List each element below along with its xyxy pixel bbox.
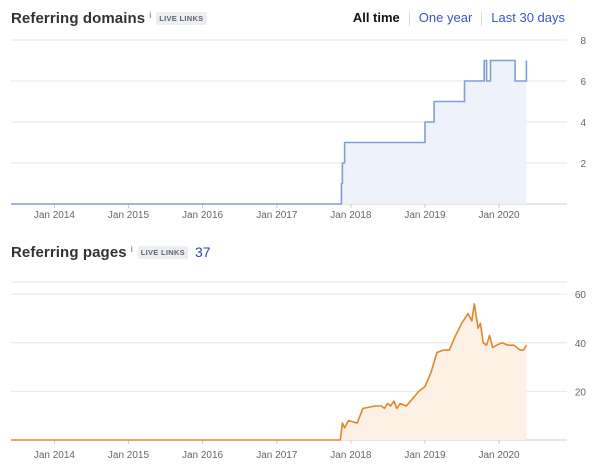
x-tick-label: Jan 2015 xyxy=(108,210,150,221)
series-area xyxy=(11,303,527,440)
x-tick-label: Jan 2017 xyxy=(256,450,298,461)
x-tick-label: Jan 2020 xyxy=(478,450,520,461)
x-tick-label: Jan 2016 xyxy=(182,450,224,461)
referring-pages-chart: 20 40 60 Jan 2014 Jan 2015 Jan 2016 Jan 2017 Ja… xyxy=(11,281,587,461)
x-tick-label: Jan 2018 xyxy=(330,210,372,221)
y-tick-label: 4 xyxy=(580,118,586,129)
live-links-badge: LIVE LINKS xyxy=(156,12,207,25)
info-icon[interactable]: i xyxy=(130,244,133,254)
x-tick-label: Jan 2019 xyxy=(404,210,446,221)
range-last-30-days[interactable]: Last 30 days xyxy=(491,10,565,25)
referring-pages-header: Referring pages i LIVE LINKS 37 xyxy=(11,244,211,261)
range-divider xyxy=(408,12,410,26)
live-links-count[interactable]: 37 xyxy=(194,244,211,260)
x-tick-label: Jan 2015 xyxy=(108,450,150,461)
x-tick-label: Jan 2018 xyxy=(330,450,372,461)
info-icon[interactable]: i xyxy=(149,10,152,20)
chart-title: Referring domains xyxy=(11,10,146,27)
x-tick-label: Jan 2017 xyxy=(256,210,298,221)
x-tick-label: Jan 2014 xyxy=(34,210,76,221)
chart-title: Referring pages xyxy=(11,244,127,261)
series-line xyxy=(11,303,528,441)
range-one-year[interactable]: One year xyxy=(418,10,473,25)
referring-domains-chart: 2 4 6 8 Jan 2014 Jan 2015 Jan 2016 Jan 2017 Jan … xyxy=(11,36,586,221)
y-tick-label: 2 xyxy=(580,159,586,170)
referring-domains-panel: Referring domains i LIVE LINKS All time … xyxy=(0,0,602,228)
y-tick-label: 20 xyxy=(575,387,587,398)
y-tick-label: 60 xyxy=(575,290,587,301)
referring-pages-panel: Referring pages i LIVE LINKS 37 20 40 60 Ja… xyxy=(0,234,602,470)
series-area xyxy=(11,60,527,204)
referring-domains-header: Referring domains i LIVE LINKS xyxy=(11,10,207,27)
time-range-selector: All time One year Last 30 days xyxy=(353,10,574,26)
x-tick-label: Jan 2014 xyxy=(34,450,76,461)
y-tick-label: 6 xyxy=(580,77,586,88)
y-tick-label: 40 xyxy=(575,339,587,350)
y-tick-label: 8 xyxy=(580,36,586,47)
range-divider xyxy=(481,12,483,26)
live-links-badge: LIVE LINKS xyxy=(137,246,188,259)
x-tick-label: Jan 2019 xyxy=(404,450,446,461)
x-tick-label: Jan 2020 xyxy=(478,210,520,221)
series-line xyxy=(11,59,528,205)
range-all-time[interactable]: All time xyxy=(352,10,400,25)
x-tick-label: Jan 2016 xyxy=(182,210,224,221)
